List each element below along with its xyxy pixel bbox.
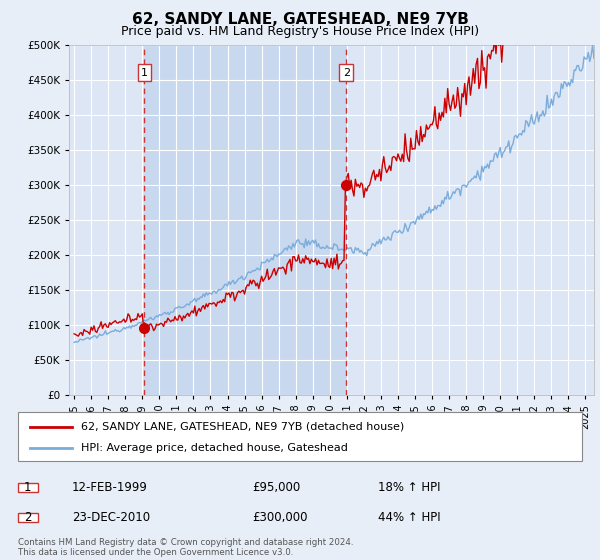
Text: 1: 1	[141, 68, 148, 78]
Text: 12-FEB-1999: 12-FEB-1999	[72, 481, 148, 494]
Text: 23-DEC-2010: 23-DEC-2010	[72, 511, 150, 524]
Text: 44% ↑ HPI: 44% ↑ HPI	[378, 511, 440, 524]
Text: £95,000: £95,000	[252, 481, 300, 494]
FancyBboxPatch shape	[18, 514, 38, 522]
FancyBboxPatch shape	[18, 483, 38, 492]
Text: Price paid vs. HM Land Registry's House Price Index (HPI): Price paid vs. HM Land Registry's House …	[121, 25, 479, 38]
Text: 2: 2	[24, 511, 32, 524]
Text: 2: 2	[343, 68, 350, 78]
Bar	[145, 45, 346, 395]
Text: Contains HM Land Registry data © Crown copyright and database right 2024.
This d: Contains HM Land Registry data © Crown c…	[18, 538, 353, 557]
FancyBboxPatch shape	[18, 412, 582, 461]
Text: 62, SANDY LANE, GATESHEAD, NE9 7YB: 62, SANDY LANE, GATESHEAD, NE9 7YB	[131, 12, 469, 27]
Text: HPI: Average price, detached house, Gateshead: HPI: Average price, detached house, Gate…	[81, 444, 348, 453]
Text: 1: 1	[24, 481, 32, 494]
Text: £300,000: £300,000	[252, 511, 308, 524]
Text: 62, SANDY LANE, GATESHEAD, NE9 7YB (detached house): 62, SANDY LANE, GATESHEAD, NE9 7YB (deta…	[81, 422, 404, 432]
Text: 18% ↑ HPI: 18% ↑ HPI	[378, 481, 440, 494]
